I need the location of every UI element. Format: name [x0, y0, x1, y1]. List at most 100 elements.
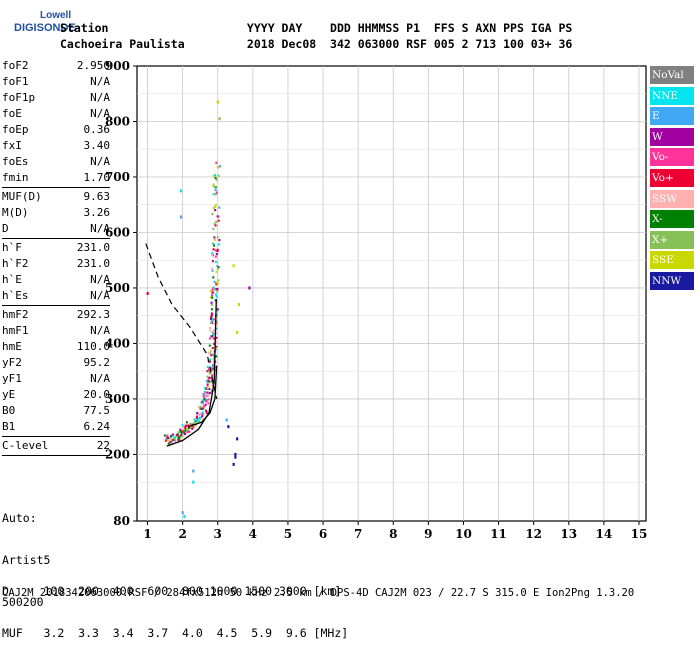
echo-point: [211, 288, 214, 291]
param-row: fmin 1.70: [2, 170, 110, 186]
echo-point: [170, 434, 173, 438]
echo-point: [186, 430, 189, 434]
echo-point: [201, 412, 204, 415]
legend-item-noval: NoVal: [650, 66, 694, 84]
x-tick-label: 2: [178, 527, 186, 541]
param-name: foF1p: [2, 91, 36, 104]
echo-point: [179, 215, 183, 219]
param-row: yF1 N/A: [2, 371, 110, 387]
muf-table: D 100 200 400 600 800 1000 1500 3000 [km…: [2, 556, 348, 654]
echo-point: [211, 286, 214, 290]
echo-point: [164, 439, 167, 442]
auto-info: Auto: Artist5 500200: [2, 483, 50, 623]
legend-item-vo: Vo+: [650, 168, 694, 187]
echo-point: [184, 432, 187, 436]
echo-point: [193, 418, 196, 421]
x-tick-label: 14: [596, 527, 613, 541]
echo-point: [211, 296, 214, 299]
logo-line1: Lowell: [40, 10, 72, 21]
auto-label: Auto:: [2, 511, 37, 525]
echo-point: [199, 412, 202, 415]
echo-point: [203, 404, 206, 407]
param-value: N/A: [90, 91, 110, 104]
echo-point: [183, 515, 186, 519]
echo-point: [177, 435, 180, 438]
param-value: 110.0: [76, 340, 110, 353]
param-value: 3.26: [83, 206, 111, 219]
legend-item-sse: SSE: [650, 251, 694, 270]
param-row: h`F 231.0: [2, 240, 110, 256]
echo-point: [216, 100, 219, 104]
echo-point: [177, 437, 180, 440]
echo-point: [216, 236, 219, 239]
auto-artist: Artist5: [2, 553, 51, 567]
profile-curve-2: [187, 365, 218, 428]
echo-point: [216, 265, 219, 268]
echo-point: [211, 213, 214, 216]
echo-point: [213, 280, 216, 283]
echo-point: [236, 330, 239, 334]
echo-point: [215, 336, 218, 339]
echo-point: [215, 161, 218, 164]
param-separator: [2, 436, 110, 437]
param-value: N/A: [90, 75, 110, 88]
echo-point: [206, 380, 209, 383]
echo-point: [216, 215, 219, 218]
param-value: 1.70: [83, 171, 111, 184]
echo-point: [209, 350, 212, 353]
echo-point: [215, 191, 218, 194]
echo-point: [176, 433, 179, 436]
echo-point: [191, 427, 194, 430]
echo-point: [210, 315, 213, 318]
x-tick-label: 3: [214, 527, 222, 541]
echo-point: [173, 438, 176, 441]
echo-point: [219, 165, 222, 168]
echo-point: [187, 424, 190, 427]
echo-point: [208, 370, 211, 373]
echo-point: [205, 400, 208, 403]
echo-point: [215, 293, 218, 296]
param-row: foF1 N/A: [2, 74, 110, 90]
echo-point: [217, 219, 220, 222]
param-row: C-level 22: [2, 438, 110, 454]
param-value: 9.63: [83, 190, 111, 203]
echo-point: [217, 174, 220, 177]
echo-point: [214, 205, 217, 208]
echo-point: [204, 393, 207, 396]
echo-point: [214, 288, 217, 291]
param-name: yF2: [2, 356, 22, 369]
echo-point: [216, 282, 219, 285]
echo-point: [215, 345, 218, 348]
y-tick-label: 400: [105, 336, 130, 350]
echo-point: [214, 174, 217, 177]
echo-point: [211, 253, 214, 256]
echo-point: [208, 360, 211, 363]
echo-point: [181, 424, 184, 427]
echo-point: [217, 266, 220, 269]
param-row: D N/A: [2, 221, 110, 237]
x-tick-label: 11: [490, 527, 507, 541]
param-row: MUF(D) 9.63: [2, 189, 110, 205]
echo-point: [211, 267, 214, 270]
echo-point: [215, 283, 218, 286]
echo-point: [179, 189, 183, 193]
parameters-panel: foF2 2.950 foF1 N/A foF1p N/A foE N/A foEp 0.36 fx…: [2, 58, 110, 457]
echo-point: [212, 192, 215, 196]
echo-point: [210, 367, 213, 370]
x-tick-label: 1: [143, 527, 151, 541]
echo-point: [234, 452, 237, 456]
echo-point: [216, 308, 219, 311]
echo-point: [213, 337, 216, 340]
echo-point: [218, 215, 221, 218]
echo-point: [207, 398, 210, 401]
echo-point: [172, 439, 175, 442]
param-name: foE: [2, 107, 22, 120]
param-value: N/A: [90, 324, 110, 337]
echo-point: [198, 420, 201, 423]
muf-row: MUF 3.2 3.3 3.4 3.7 4.0 4.5 5.9 9.6 [MHz…: [2, 626, 349, 640]
echo-point: [192, 480, 195, 484]
echo-point: [182, 430, 185, 433]
echo-point: [212, 183, 215, 186]
echo-point: [214, 176, 217, 180]
echo-point: [213, 329, 216, 332]
